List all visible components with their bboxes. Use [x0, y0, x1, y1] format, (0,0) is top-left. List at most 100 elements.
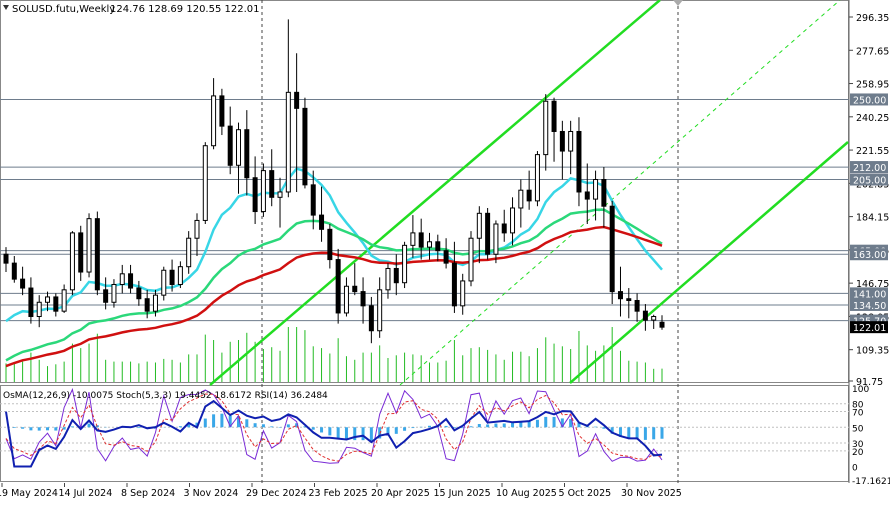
- candle-body[interactable]: [278, 192, 282, 197]
- osma-bar: [262, 424, 265, 427]
- osma-bar: [137, 427, 140, 428]
- price-tick-label: 277.65: [856, 46, 889, 57]
- candle-body[interactable]: [303, 108, 307, 185]
- candle-body[interactable]: [519, 190, 523, 208]
- candle-body[interactable]: [4, 254, 8, 263]
- candle-body[interactable]: [486, 213, 490, 254]
- candle-body[interactable]: [369, 306, 373, 331]
- chart-title: SOLUSD.futu,Weekly: [12, 4, 115, 15]
- candle-body[interactable]: [336, 260, 340, 313]
- candle-body[interactable]: [129, 274, 133, 288]
- osma-bar: [21, 427, 24, 428]
- candle-body[interactable]: [544, 101, 548, 154]
- candle-body[interactable]: [21, 279, 25, 288]
- osma-bar: [395, 427, 398, 434]
- candle-body[interactable]: [643, 311, 647, 320]
- candle-body[interactable]: [660, 322, 664, 327]
- candle-body[interactable]: [452, 263, 456, 306]
- candle-body[interactable]: [361, 292, 365, 306]
- candle-body[interactable]: [328, 229, 332, 259]
- candle-body[interactable]: [411, 233, 415, 245]
- level-tag-label: 212.00: [853, 163, 886, 174]
- candle-body[interactable]: [29, 288, 33, 316]
- candle-body[interactable]: [187, 238, 191, 266]
- candle-body[interactable]: [552, 101, 556, 131]
- candle-body[interactable]: [104, 290, 108, 302]
- candle-body[interactable]: [344, 286, 348, 313]
- candle-body[interactable]: [610, 206, 614, 291]
- candle-body[interactable]: [220, 96, 224, 126]
- candle-body[interactable]: [237, 130, 241, 166]
- candle-body[interactable]: [178, 267, 182, 285]
- candle-body[interactable]: [618, 292, 622, 299]
- candle-body[interactable]: [627, 299, 631, 301]
- candle-body[interactable]: [602, 180, 606, 207]
- candle-body[interactable]: [378, 290, 382, 331]
- candle-body[interactable]: [569, 131, 573, 151]
- osma-bar: [204, 419, 207, 428]
- candle-body[interactable]: [120, 274, 124, 285]
- candle-body[interactable]: [137, 288, 141, 299]
- candle-body[interactable]: [444, 251, 448, 263]
- candle-body[interactable]: [37, 302, 41, 316]
- candle-body[interactable]: [394, 268, 398, 282]
- candle-body[interactable]: [70, 233, 74, 290]
- candle-body[interactable]: [461, 281, 465, 306]
- candle-body[interactable]: [427, 242, 431, 247]
- candle-body[interactable]: [46, 297, 50, 302]
- candle-body[interactable]: [286, 92, 290, 192]
- candle-body[interactable]: [502, 224, 506, 233]
- candle-body[interactable]: [79, 233, 83, 272]
- candle-body[interactable]: [652, 317, 656, 321]
- level-tag-label: 205.00: [853, 176, 886, 187]
- candle-body[interactable]: [228, 126, 232, 165]
- candle-body[interactable]: [403, 245, 407, 282]
- candle-body[interactable]: [87, 219, 91, 272]
- candle-body[interactable]: [145, 299, 149, 311]
- candle-body[interactable]: [635, 300, 639, 311]
- osma-bar: [411, 427, 414, 428]
- candle-body[interactable]: [95, 219, 99, 290]
- candle-body[interactable]: [270, 171, 274, 198]
- candle-body[interactable]: [253, 178, 257, 212]
- candle-body[interactable]: [170, 270, 174, 284]
- candle-body[interactable]: [511, 208, 515, 233]
- candle-body[interactable]: [153, 295, 157, 311]
- candle-body[interactable]: [419, 233, 423, 247]
- candle-body[interactable]: [203, 146, 207, 221]
- candle-body[interactable]: [560, 131, 564, 151]
- indicator-tick-label: 0: [852, 464, 858, 474]
- candle-body[interactable]: [245, 130, 249, 178]
- candle-body[interactable]: [162, 270, 166, 295]
- osma-bar: [544, 417, 547, 427]
- candle-body[interactable]: [527, 190, 531, 201]
- candle-body[interactable]: [311, 185, 315, 215]
- candle-body[interactable]: [585, 192, 589, 199]
- candle-body[interactable]: [535, 155, 539, 201]
- candle-body[interactable]: [195, 220, 199, 238]
- candle-body[interactable]: [594, 180, 598, 200]
- candle-body[interactable]: [112, 284, 116, 302]
- candle-body[interactable]: [494, 224, 498, 254]
- candle-body[interactable]: [469, 238, 473, 281]
- candle-body[interactable]: [436, 242, 440, 251]
- time-tick-label: 8 Sep 2024: [121, 488, 175, 499]
- candle-body[interactable]: [320, 215, 324, 229]
- candle-body[interactable]: [577, 131, 581, 191]
- level-tag-label: 134.50: [853, 301, 886, 312]
- candle-body[interactable]: [353, 286, 357, 291]
- candle-body[interactable]: [261, 171, 265, 212]
- osma-bar: [494, 424, 497, 428]
- candle-body[interactable]: [54, 297, 58, 311]
- candle-body[interactable]: [62, 290, 66, 311]
- candle-body[interactable]: [12, 263, 16, 279]
- candle-body[interactable]: [295, 92, 299, 108]
- candle-body[interactable]: [212, 96, 216, 146]
- price-tick-label: 109.35: [856, 346, 889, 357]
- osma-bar: [328, 427, 331, 435]
- candle-body[interactable]: [386, 268, 390, 289]
- candle-body[interactable]: [477, 213, 481, 238]
